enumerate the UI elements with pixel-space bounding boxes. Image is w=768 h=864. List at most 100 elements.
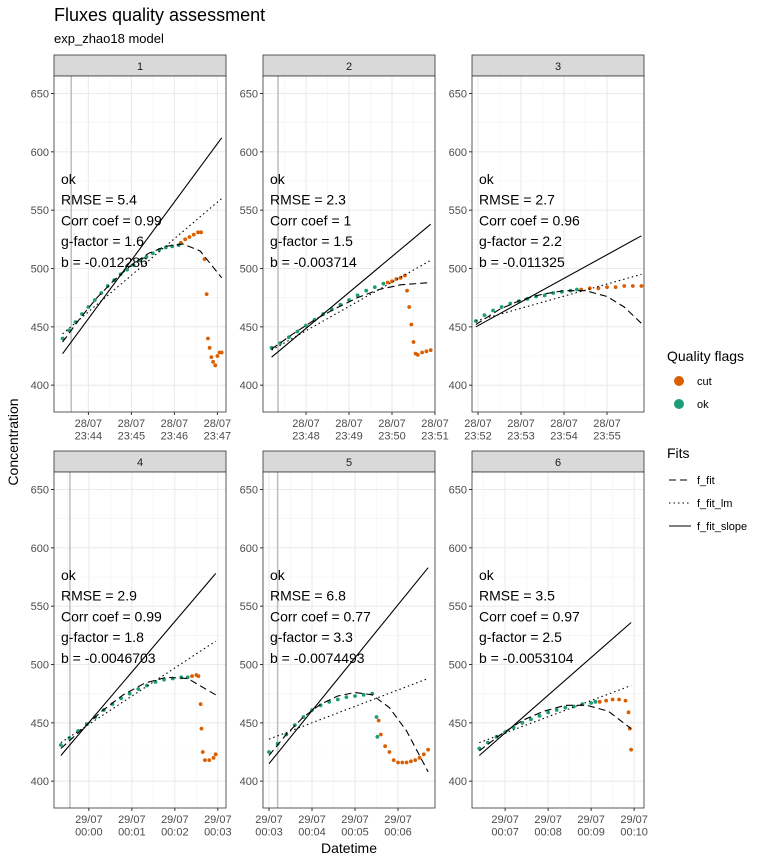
plot-layer bbox=[267, 472, 431, 808]
point bbox=[542, 293, 547, 298]
chart-subtitle: exp_zhao18 model bbox=[54, 31, 164, 46]
annotation: b = -0.0046703 bbox=[61, 650, 156, 666]
panel-border bbox=[471, 471, 645, 809]
annotation: b = -0.012286 bbox=[61, 254, 148, 270]
annotation: ok bbox=[61, 567, 77, 583]
y-tick-label: 450 bbox=[449, 322, 467, 334]
point bbox=[190, 674, 194, 679]
point bbox=[597, 699, 602, 704]
y-tick-label: 600 bbox=[240, 147, 258, 159]
point bbox=[403, 273, 407, 278]
panel-border bbox=[471, 75, 645, 413]
y-tick-label: 450 bbox=[31, 718, 49, 730]
fit-line bbox=[60, 676, 216, 749]
panel: 5 400 450 500 550 600 650 29/07 00:03 29/07 00:04 2… bbox=[240, 450, 436, 839]
x-tick-label: 29/07 00:03 bbox=[204, 814, 232, 839]
point bbox=[344, 695, 349, 700]
annotation: RMSE = 6.8 bbox=[270, 588, 346, 604]
point bbox=[563, 705, 568, 710]
point bbox=[304, 323, 308, 328]
point bbox=[390, 279, 394, 284]
annotation: Corr coef = 0.97 bbox=[479, 608, 580, 624]
fit-line bbox=[62, 137, 223, 354]
point bbox=[374, 715, 379, 719]
point bbox=[207, 758, 212, 763]
panel-border bbox=[53, 75, 227, 413]
point bbox=[508, 301, 513, 306]
point bbox=[575, 287, 579, 292]
point bbox=[617, 697, 621, 702]
point bbox=[203, 758, 207, 763]
plot-layer bbox=[60, 76, 224, 412]
point bbox=[378, 732, 383, 737]
strip-label: 1 bbox=[137, 61, 143, 73]
fit-line bbox=[271, 259, 431, 351]
x-tick-label: 28/07 23:53 bbox=[507, 418, 535, 443]
y-tick-label: 400 bbox=[449, 380, 467, 392]
annotation: g-factor = 1.6 bbox=[61, 233, 144, 249]
annotation: RMSE = 2.9 bbox=[61, 588, 137, 604]
legend-label: f_fit bbox=[697, 475, 715, 487]
point bbox=[629, 747, 633, 752]
annotation: RMSE = 2.7 bbox=[479, 192, 555, 208]
y-tick-label: 600 bbox=[449, 147, 467, 159]
y-tick-label: 550 bbox=[240, 601, 258, 613]
point bbox=[554, 708, 559, 712]
legend-label: ok bbox=[697, 399, 709, 411]
y-tick-label: 600 bbox=[31, 147, 49, 159]
annotation: b = -0.003714 bbox=[270, 254, 357, 270]
x-tick-label: 28/07 23:47 bbox=[204, 418, 232, 443]
strip-label: 4 bbox=[137, 457, 143, 469]
point bbox=[626, 710, 631, 715]
point bbox=[610, 697, 615, 702]
y-tick-label: 400 bbox=[31, 380, 49, 392]
point bbox=[587, 286, 592, 291]
annotation: b = -0.0053104 bbox=[479, 650, 574, 666]
panel: 6 400 450 500 550 600 650 29/07 00:07 29/07 00:08 2… bbox=[449, 450, 648, 839]
y-tick-label: 600 bbox=[31, 543, 49, 555]
y-tick-label: 500 bbox=[449, 264, 467, 276]
panel: 3 400 450 500 550 600 650 28/07 23:52 28/07 23:53 2… bbox=[449, 54, 645, 443]
point bbox=[407, 305, 412, 309]
strip-label: 6 bbox=[555, 457, 561, 469]
point bbox=[593, 699, 598, 704]
point bbox=[613, 285, 618, 290]
point bbox=[196, 230, 200, 235]
fit-line bbox=[268, 567, 429, 765]
point bbox=[420, 350, 424, 355]
point bbox=[355, 293, 360, 298]
x-tick-label: 28/07 23:51 bbox=[421, 418, 449, 443]
point bbox=[605, 285, 609, 290]
point bbox=[546, 710, 551, 715]
annotation: g-factor = 1.8 bbox=[61, 629, 144, 645]
point bbox=[491, 308, 495, 313]
x-tick-label: 28/07 23:46 bbox=[161, 418, 189, 443]
point bbox=[428, 348, 433, 353]
point bbox=[381, 281, 386, 286]
x-tick-label: 28/07 23:48 bbox=[292, 418, 320, 443]
point bbox=[191, 232, 196, 237]
point bbox=[144, 683, 149, 688]
point bbox=[622, 284, 627, 288]
point bbox=[426, 747, 431, 752]
y-tick-label: 550 bbox=[240, 205, 258, 217]
x-tick-label: 29/07 00:06 bbox=[384, 814, 412, 839]
fit-line bbox=[475, 273, 642, 322]
point bbox=[335, 697, 340, 702]
point bbox=[136, 687, 141, 691]
x-tick-label: 29/07 00:04 bbox=[298, 814, 326, 839]
legend-label: cut bbox=[697, 376, 712, 388]
point bbox=[219, 350, 224, 355]
point bbox=[630, 284, 635, 288]
annotation: RMSE = 2.3 bbox=[270, 192, 346, 208]
point bbox=[529, 717, 533, 722]
y-tick-label: 650 bbox=[449, 485, 467, 497]
legend-title: Quality flags bbox=[667, 348, 744, 364]
point bbox=[596, 286, 601, 291]
y-tick-label: 600 bbox=[449, 543, 467, 555]
point bbox=[211, 359, 216, 364]
point bbox=[196, 674, 201, 679]
point bbox=[639, 284, 644, 288]
point bbox=[417, 755, 422, 760]
